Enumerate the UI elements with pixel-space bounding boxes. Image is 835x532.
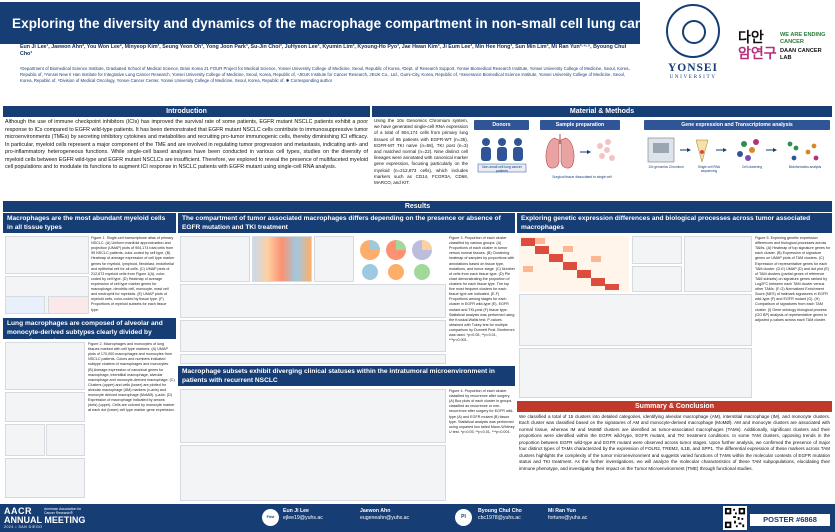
figure5-go-bp bbox=[519, 348, 752, 398]
figure3-cell-counts bbox=[314, 236, 354, 282]
figure5-signature-heatmap bbox=[519, 236, 629, 292]
affiliation-list: ¹Department of Biomedical Science Instit… bbox=[20, 66, 630, 83]
contact-name: Jaewon Ahn bbox=[360, 508, 391, 514]
figure3-caption: Figure 3. Proportion of each cluster cla… bbox=[449, 236, 515, 343]
aacr-year-location: 2024 • SAN DIEGO bbox=[4, 525, 43, 529]
contact-byoung-chul-cho: Byoung Chul Cho cbc1978@yuhs.ac bbox=[478, 508, 522, 522]
figure3-stage-boxplots-wt bbox=[180, 284, 446, 318]
yonsei-logo: YONSEI UNIVERSITY bbox=[660, 4, 726, 96]
figure4-recurrence-wt bbox=[180, 389, 446, 443]
result1-title: Macrophages are the most abundant myeloi… bbox=[3, 213, 176, 233]
figure5-feature-plots bbox=[632, 266, 682, 292]
contact-mi-ran-yun: Mi Ran Yun fortune@yuhs.ac bbox=[548, 508, 587, 522]
workflow-step-donors: Donors bbox=[474, 120, 529, 130]
qr-code-icon[interactable] bbox=[723, 506, 747, 530]
result2-title: Lung macrophages are composed of alveola… bbox=[3, 318, 176, 345]
donors-people-icon bbox=[477, 138, 527, 173]
seq-caption-clustering: Cell clustering bbox=[741, 165, 763, 169]
author-list: Eun Ji Lee¹, Jaewon Ahn², You Won Lee², … bbox=[20, 44, 627, 58]
contact-name: Byoung Chul Cho bbox=[478, 508, 522, 514]
figure2-scatter-am bbox=[5, 424, 45, 456]
figure3-legend-strip bbox=[180, 354, 446, 364]
result4-title: Macrophage subsets exhibit diverging cli… bbox=[178, 366, 515, 386]
result5-title: Exploring genetic expression differences… bbox=[517, 213, 832, 233]
aacr-annual-meeting: ANNUAL MEETING bbox=[4, 515, 86, 525]
title-bar: Exploring the diversity and dynamics of … bbox=[0, 2, 667, 44]
sample-prep-caption: Surgical tissue dissociated to single ce… bbox=[552, 175, 612, 179]
figure4-recurrence-mt bbox=[180, 445, 446, 501]
pi-badge-icon: PI bbox=[455, 509, 472, 526]
summary-header: Summary & Conclusion bbox=[517, 401, 832, 412]
daan-english-line1: WE ARE ENDING CANCER bbox=[780, 32, 826, 45]
poster-footer bbox=[0, 504, 835, 532]
contact-name: Eun Ji Lee bbox=[283, 508, 309, 514]
figure5-caption: Figure 5. Exploring genetic expression d… bbox=[755, 236, 831, 322]
sequencing-workflow-icon bbox=[647, 137, 819, 163]
result3-title: The compartment of tumor associated macr… bbox=[178, 213, 515, 233]
donors-caption: Non-small cell lung cancer patients bbox=[482, 165, 522, 173]
contact-jaewon-ahn: Jaewon Ahn eugeneahn@yuhs.ac bbox=[360, 508, 409, 522]
figure3-clustering-heatmap bbox=[252, 236, 312, 282]
daan-english-line2: DAAN CANCER LAB bbox=[780, 48, 822, 61]
yonsei-wordmark: YONSEI bbox=[667, 62, 719, 74]
figure1-caption: Figure 1. Single-cell transcriptome atla… bbox=[91, 236, 175, 312]
aacr-logo: AACR ANNUAL MEETING 2024 • SAN DIEGO Ame… bbox=[4, 506, 86, 530]
seq-caption-scrna: Single cell RNA sequencing bbox=[697, 165, 721, 173]
contact-email[interactable]: eugeneahn@yuhs.ac bbox=[360, 514, 410, 521]
aacr-tagline: American Association for Cancer Research… bbox=[44, 507, 82, 516]
poster-title: Exploring the diversity and dynamics of … bbox=[12, 15, 667, 31]
contact-name: Mi Ran Yun bbox=[548, 508, 576, 514]
daan-korean-line2: 암연구 bbox=[738, 45, 777, 61]
yonsei-subtext: UNIVERSITY bbox=[669, 74, 717, 80]
figure2-dotplot bbox=[5, 392, 85, 422]
summary-text: We classified a total of 15 clusters int… bbox=[519, 414, 830, 471]
aacr-wordmark: AACR bbox=[4, 506, 32, 516]
daan-korean-line1: 다안 bbox=[738, 29, 764, 45]
figure2-caption: Figure 2. Macrophages and monocytes of l… bbox=[88, 342, 175, 413]
poster-number-badge: POSTER #6868 bbox=[750, 514, 830, 526]
figure5-nes-panels bbox=[519, 294, 752, 346]
figure5-dotplot bbox=[684, 236, 752, 292]
figure1-proportions bbox=[48, 296, 89, 314]
figure3-stage-boxplots-mt bbox=[180, 320, 446, 352]
contact-eun-ji-lee: Eun Ji Lee ejlee19@yuhs.ac bbox=[283, 508, 323, 522]
figure5-umap-tam bbox=[632, 236, 682, 264]
introduction-header: Introduction bbox=[3, 106, 370, 117]
figure4-caption: Figure 4. Proportion of each cluster cla… bbox=[449, 389, 515, 434]
contact-email[interactable]: cbc1978@yuhs.ac bbox=[478, 514, 521, 521]
figure2-marker-umaps bbox=[5, 458, 85, 498]
contact-email[interactable]: fortune@yuhs.ac bbox=[548, 514, 588, 521]
seq-caption-chromium: 10x genomics Chromium bbox=[648, 165, 684, 169]
first-author-badge-icon: First Author bbox=[262, 509, 279, 526]
introduction-text: Although the use of immune checkpoint in… bbox=[5, 119, 368, 171]
workflow-step-gene-expression: Gene expression and Transcriptome analys… bbox=[644, 120, 830, 130]
figure3-tumor-vs-normal bbox=[180, 236, 250, 282]
contact-email[interactable]: ejlee19@yuhs.ac bbox=[283, 514, 323, 521]
results-header: Results bbox=[3, 201, 832, 212]
workflow-step-sample-prep: Sample preparation bbox=[540, 120, 620, 130]
figure2-umap-macrophages bbox=[5, 342, 85, 390]
methods-header: Material & Methods bbox=[372, 106, 832, 117]
figure1-umap-all-cells bbox=[5, 236, 89, 274]
figure3-pie-charts bbox=[360, 240, 432, 280]
poster-header: Exploring the diversity and dynamics of … bbox=[0, 0, 835, 103]
methods-text: Using the 10x Genomics Chromium system, … bbox=[374, 118, 468, 186]
figure1-umap-myeloid bbox=[5, 296, 45, 314]
seq-caption-bioinformatics: Bioinformatics analysis bbox=[788, 165, 822, 169]
yonsei-seal-icon bbox=[666, 4, 720, 58]
daan-cancer-lab-logo: 다안 암연구 WE ARE ENDING CANCER DAAN CANCER … bbox=[738, 30, 830, 70]
figure2-scatter-momo bbox=[46, 424, 85, 456]
lung-dissociation-icon bbox=[545, 134, 615, 169]
